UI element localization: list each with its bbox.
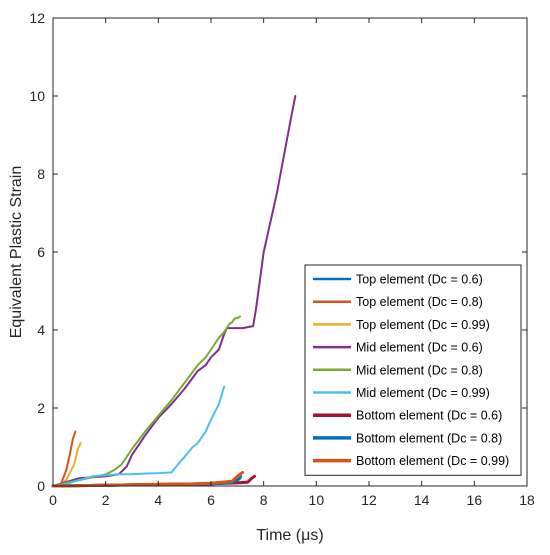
- x-tick-label: 2: [102, 492, 110, 508]
- legend-entry-label: Top element (Dc = 0.6): [356, 273, 483, 287]
- legend-entry-label: Bottom element (Dc = 0.8): [356, 431, 502, 445]
- x-tick-label: 6: [207, 492, 215, 508]
- x-tick-label: 12: [361, 492, 377, 508]
- x-axis-label: Time (μs): [256, 527, 323, 544]
- legend-entry-label: Mid element (Dc = 0.99): [356, 386, 490, 400]
- x-tick-label: 16: [467, 492, 483, 508]
- legend-entry-label: Top element (Dc = 0.8): [356, 295, 483, 309]
- series-line-9: [51, 470, 245, 488]
- x-tick-label: 14: [414, 492, 430, 508]
- x-axis-ticks: 0 2 4 6 8 10 12 14 16 18: [49, 18, 535, 508]
- legend-entry-label: Top element (Dc = 0.99): [356, 318, 490, 332]
- y-tick-label: 0: [37, 478, 45, 494]
- y-tick-label: 4: [37, 322, 45, 338]
- x-tick-label: 8: [260, 492, 268, 508]
- series-line-4: [52, 95, 297, 487]
- y-tick-label: 10: [29, 88, 45, 104]
- x-tick-label: 0: [49, 492, 57, 508]
- series-lines: [51, 95, 297, 488]
- x-tick-label: 4: [154, 492, 162, 508]
- legend-entry-label: Bottom element (Dc = 0.6): [356, 409, 502, 423]
- y-tick-label: 2: [37, 400, 45, 416]
- legend-entry-label: Bottom element (Dc = 0.99): [356, 454, 509, 468]
- y-tick-label: 6: [37, 244, 45, 260]
- legend: Top element (Dc = 0.6) Top element (Dc = …: [304, 264, 522, 476]
- legend-entry-label: Mid element (Dc = 0.6): [356, 341, 483, 355]
- y-axis-label: Equivalent Plastic Strain: [8, 166, 25, 339]
- y-axis-ticks: 0 2 4 6 8 10 12: [29, 10, 527, 494]
- legend-entry-label: Mid element (Dc = 0.8): [356, 363, 483, 377]
- series-line-6: [52, 385, 226, 487]
- y-tick-label: 12: [29, 10, 45, 26]
- x-tick-label: 18: [519, 492, 535, 508]
- x-tick-label: 10: [309, 492, 325, 508]
- series-line-5: [52, 315, 241, 487]
- y-tick-label: 8: [37, 166, 45, 182]
